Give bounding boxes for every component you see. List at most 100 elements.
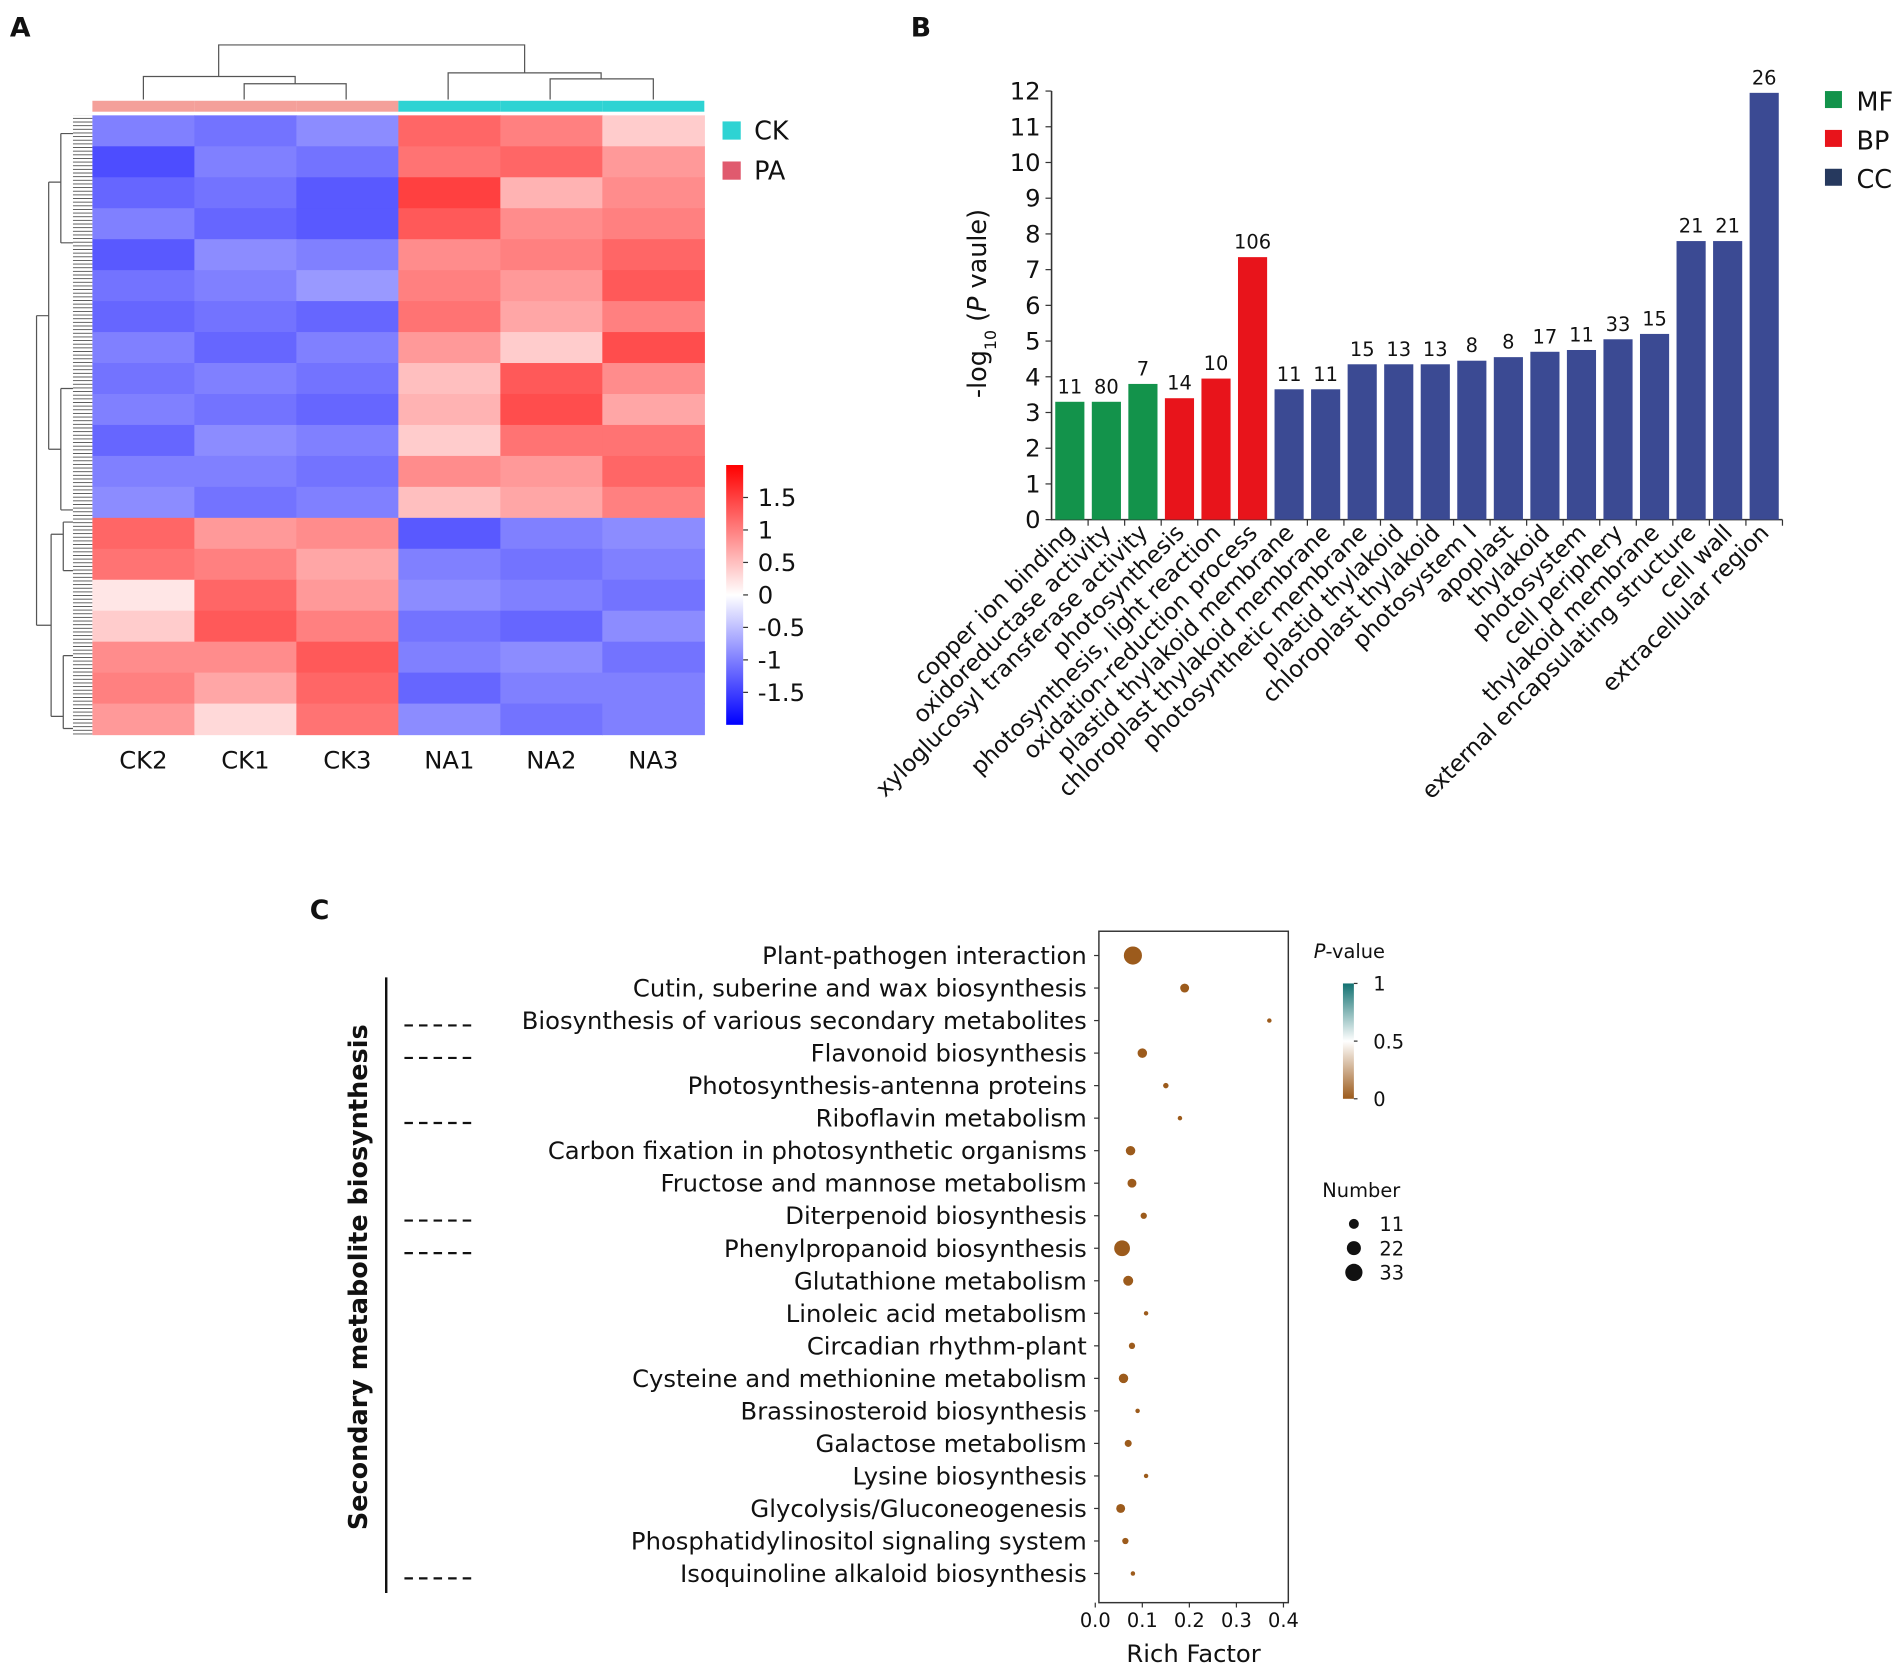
- bar: [1201, 378, 1231, 520]
- heat-cell: [500, 177, 603, 209]
- heat-cell: [296, 579, 399, 612]
- bubble: [1180, 983, 1190, 993]
- bar-count-label: 10: [1204, 352, 1229, 375]
- colorbar-title: P-value: [1314, 940, 1385, 963]
- heat-cell: [92, 486, 195, 519]
- heat-cell: [296, 672, 399, 705]
- bubble: [1140, 1212, 1147, 1219]
- bar: [1530, 351, 1560, 520]
- heat-cell: [92, 115, 195, 147]
- bar: [1713, 241, 1743, 520]
- bar-count-label: 7: [1137, 357, 1149, 380]
- size-legend-dot: [1348, 1218, 1359, 1229]
- heat-cell: [92, 672, 195, 705]
- y-tick-label: Diterpenoid biosynthesis: [785, 1201, 1086, 1230]
- y-axis-label-part: vaule): [963, 209, 993, 297]
- heat-cell: [194, 208, 297, 240]
- bracket-label: Secondary metabolite biosynthesis: [344, 1024, 374, 1530]
- y-tick-label: Circadian rhythm-plant: [807, 1331, 1087, 1360]
- colorbar-tick-label: -1: [758, 645, 782, 674]
- y-tick-label: 11: [1010, 112, 1041, 141]
- column-annotation: [194, 100, 297, 112]
- heat-cell: [194, 610, 297, 643]
- column-annotation: [398, 100, 501, 112]
- y-tick-label: Cutin, suberine and wax biosynthesis: [633, 974, 1087, 1003]
- heat-cell: [194, 424, 297, 457]
- y-tick-label: 7: [1025, 255, 1040, 284]
- y-axis-label-part: 10: [980, 330, 999, 350]
- colorbar: [1342, 983, 1354, 1099]
- bubble: [1114, 1240, 1130, 1257]
- bubble: [1130, 1571, 1136, 1576]
- bubble: [1128, 1342, 1136, 1349]
- legend-swatch: [1824, 91, 1842, 109]
- heat-cell: [602, 146, 705, 178]
- bar: [1676, 241, 1706, 520]
- bar: [1749, 92, 1779, 520]
- bar-count-label: 17: [1533, 325, 1558, 348]
- heat-cell: [398, 641, 501, 674]
- heat-cell: [602, 363, 705, 395]
- y-axis-label: -log10 (P vaule): [963, 209, 999, 398]
- heat-cell: [500, 641, 603, 674]
- heat-cell: [500, 610, 603, 643]
- heat-cell: [92, 641, 195, 674]
- heat-cell: [602, 239, 705, 271]
- colorbar-tick-label: -1.5: [758, 678, 805, 707]
- heat-cell: [92, 208, 195, 240]
- axes: [1050, 91, 1783, 521]
- legend-label: CK: [754, 117, 790, 147]
- column-annotation: [296, 100, 399, 112]
- heat-cell: [500, 579, 603, 612]
- y-tick-label: Phenylpropanoid biosynthesis: [724, 1234, 1087, 1263]
- heat-cell: [92, 177, 195, 209]
- y-tick-label: Fructose and mannose metabolism: [661, 1169, 1087, 1198]
- bubble: [1267, 1018, 1272, 1023]
- heat-cell: [92, 363, 195, 395]
- column-label: CK2: [119, 746, 167, 775]
- y-tick-label: 10: [1010, 148, 1041, 177]
- plot-frame: [1098, 930, 1290, 1604]
- y-axis-label-part: (: [963, 312, 993, 330]
- size-legend-label: 22: [1379, 1237, 1404, 1260]
- heat-cell: [92, 610, 195, 643]
- size-legend-dot: [1345, 1263, 1363, 1282]
- bar-count-label: 14: [1167, 372, 1192, 395]
- heat-cell: [92, 393, 195, 426]
- colorbar-title-part: -value: [1326, 940, 1386, 963]
- heat-cell: [398, 455, 501, 488]
- heat-cell: [398, 548, 501, 581]
- heat-cell: [500, 393, 603, 426]
- bar-count-label: 8: [1502, 331, 1514, 354]
- bar-count-label: 106: [1234, 231, 1271, 254]
- bar-count-label: 80: [1094, 375, 1119, 398]
- heat-cell: [602, 270, 705, 302]
- bar-count-label: 33: [1606, 313, 1631, 336]
- legend-swatch: [1824, 168, 1842, 186]
- bar: [1128, 383, 1158, 520]
- bar: [1347, 364, 1377, 520]
- heat-cell: [602, 517, 705, 550]
- heat-cell: [92, 146, 195, 178]
- heat-cell: [500, 208, 603, 240]
- column-label: CK1: [221, 746, 269, 775]
- heat-cell: [92, 548, 195, 581]
- heat-cell: [500, 301, 603, 333]
- colorbar-tick-label: -0.5: [758, 613, 805, 642]
- y-tick-label: Plant-pathogen interaction: [762, 941, 1087, 970]
- heat-cell: [500, 115, 603, 147]
- heat-cell: [500, 363, 603, 395]
- heat-cell: [194, 177, 297, 209]
- bar: [1311, 389, 1341, 520]
- heat-cell: [500, 455, 603, 488]
- legend-swatch: [722, 161, 741, 180]
- y-tick-label: 6: [1025, 291, 1040, 320]
- bubble: [1123, 1275, 1134, 1286]
- bubble: [1127, 1178, 1137, 1188]
- heat-cell: [398, 517, 501, 550]
- heat-cell: [602, 393, 705, 426]
- heat-cell: [296, 517, 399, 550]
- heat-cell: [194, 270, 297, 302]
- heat-cell: [296, 177, 399, 209]
- heat-cell: [92, 703, 195, 736]
